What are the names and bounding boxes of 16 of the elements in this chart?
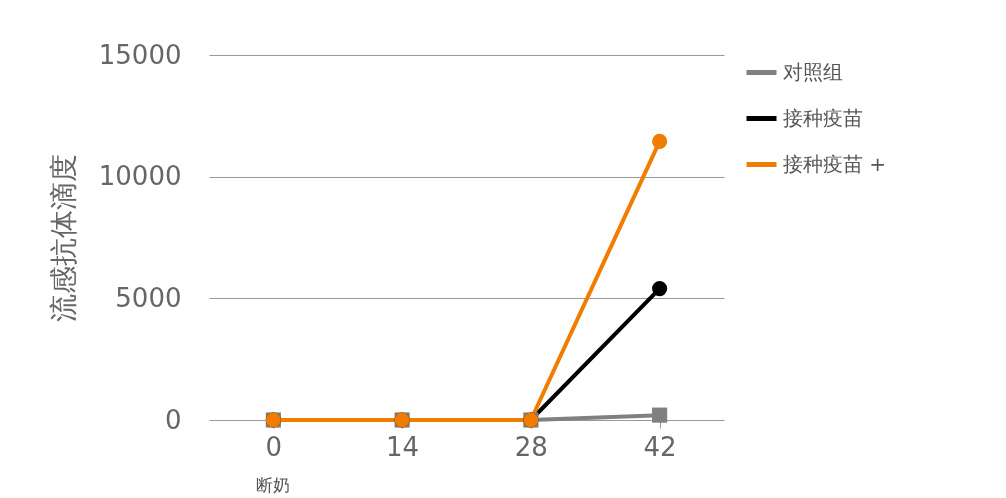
point (652, 407, 668, 423)
point (652, 281, 668, 297)
legend-label: 接种疫苗 + (783, 151, 887, 176)
x-tick-label: 42 (643, 431, 677, 462)
x-tick-label: 0 (265, 431, 283, 462)
x-tick-label: 14 (386, 431, 420, 462)
y-tick-label: 0 (164, 404, 182, 435)
legend-label: 对照组 (783, 59, 843, 84)
y-tick-label: 10000 (98, 161, 182, 192)
y-tick-label: 15000 (98, 39, 182, 70)
y-axis-title: 流感抗体滴度 (46, 154, 80, 322)
x-tick-label: 28 (514, 431, 548, 462)
y-tick-label: 5000 (115, 282, 182, 313)
text: 断奶 (256, 475, 291, 495)
point (652, 133, 668, 149)
legend-label: 接种疫苗 (783, 105, 863, 130)
